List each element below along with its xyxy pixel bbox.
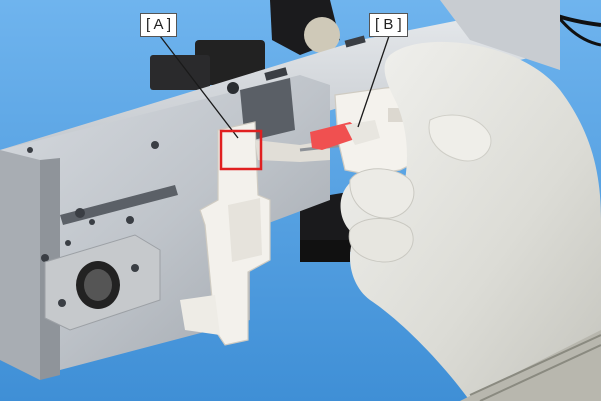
leader-line-a xyxy=(159,35,239,139)
callout-label-a: [ A ] xyxy=(140,13,178,37)
black-mechanism xyxy=(150,0,360,262)
highlight-box-a xyxy=(219,129,263,171)
white-plastic-slider xyxy=(180,121,330,346)
grey-plastic-mount xyxy=(44,234,161,331)
gloved-hand xyxy=(340,41,601,401)
callout-label-b: [ B ] xyxy=(369,13,408,37)
leader-line-b xyxy=(357,35,390,128)
